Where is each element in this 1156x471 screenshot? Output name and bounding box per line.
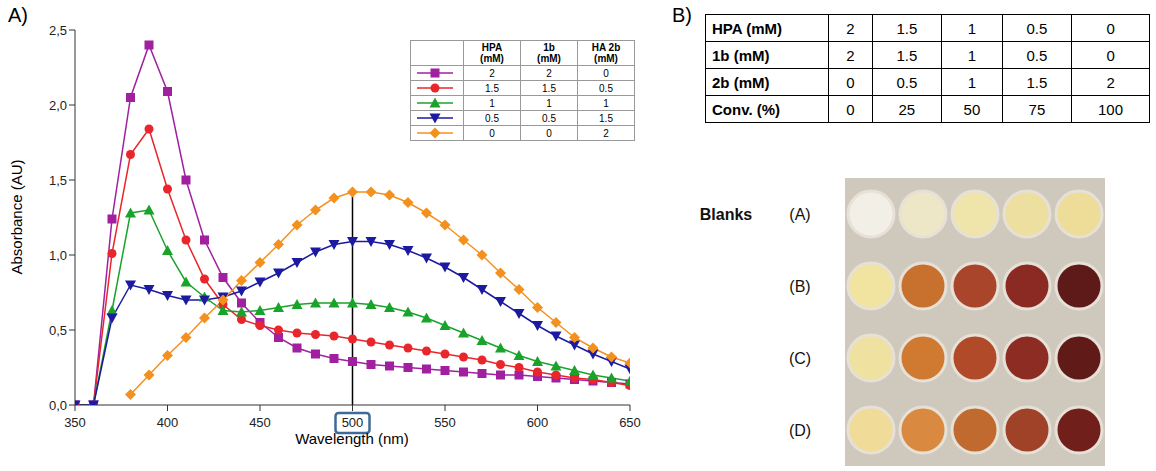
html-text:2: 2 [1106, 73, 1115, 91]
svg-text:350: 350 [64, 415, 86, 430]
html-text:1b (mM): 1b (mM) [537, 42, 561, 64]
html-text:Absorbance (AU): Absorbance (AU) [7, 159, 25, 275]
svg-text:1,0: 1,0 [49, 248, 67, 263]
svg-text:2,5: 2,5 [49, 23, 67, 38]
svg-text:(A): (A) [789, 206, 810, 223]
html-text:2b (mM): 2b (mM) [712, 73, 770, 91]
html-text:0.5: 0.5 [1026, 19, 1048, 37]
html-text:1b (mM): 1b (mM) [712, 46, 770, 64]
html-text:1: 1 [967, 73, 977, 91]
html-text:0: 0 [546, 127, 552, 139]
html-text:75: 75 [1028, 100, 1046, 118]
html-text:1.5: 1.5 [599, 112, 613, 124]
svg-text:0,0: 0,0 [49, 398, 67, 413]
html-text:1.5: 1.5 [1026, 73, 1048, 91]
svg-text:(B): (B) [789, 278, 810, 295]
html-text:A): A) [8, 4, 28, 26]
svg-text:Blanks: Blanks [700, 206, 753, 223]
html-text:HPA (mM): HPA (mM) [712, 19, 782, 37]
html-text:Wavelength (nm): Wavelength (nm) [295, 430, 409, 447]
html-text:2: 2 [546, 67, 552, 79]
html-text:HA 2b (mM): HA 2b (mM) [591, 42, 621, 64]
html-text:2: 2 [489, 67, 495, 79]
svg-text:500: 500 [342, 415, 364, 430]
svg-text:550: 550 [434, 415, 456, 430]
html-text:0: 0 [1106, 19, 1115, 37]
svg-text:450: 450 [249, 415, 271, 430]
html-text:0.5: 0.5 [542, 112, 556, 124]
html-text:1.5: 1.5 [542, 82, 556, 94]
html-text:0: 0 [846, 100, 855, 118]
html-text:0: 0 [489, 127, 495, 139]
html-text:HPA (mM): HPA (mM) [480, 42, 504, 64]
html-text:0.5: 0.5 [896, 73, 918, 91]
svg-text:650: 650 [619, 415, 641, 430]
html-text:0: 0 [603, 67, 609, 79]
html-text:1: 1 [603, 97, 609, 109]
html-text:0.5: 0.5 [485, 112, 499, 124]
svg-text:0,5: 0,5 [49, 323, 67, 338]
html-text:100: 100 [1098, 100, 1124, 118]
html-text:0: 0 [1106, 46, 1115, 64]
svg-text:2,0: 2,0 [49, 98, 67, 113]
svg-text:1,5: 1,5 [49, 173, 67, 188]
html-text:0.5: 0.5 [599, 82, 613, 94]
html-text:1: 1 [967, 46, 977, 64]
html-text:B): B) [672, 4, 692, 26]
html-text:1: 1 [967, 19, 977, 37]
html-text:1.5: 1.5 [896, 19, 918, 37]
html-text:1.5: 1.5 [485, 82, 499, 94]
html-text:Conv. (%): Conv. (%) [712, 100, 781, 118]
svg-text:400: 400 [157, 415, 179, 430]
html-text:25: 25 [898, 100, 916, 118]
html-text:1: 1 [489, 97, 495, 109]
svg-text:(D): (D) [789, 422, 811, 439]
html-text:2: 2 [846, 46, 855, 64]
html-text:2: 2 [603, 127, 609, 139]
svg-text:(C): (C) [789, 350, 811, 367]
html-text:2: 2 [846, 19, 855, 37]
html-text:1.5: 1.5 [896, 46, 918, 64]
svg-text:600: 600 [527, 415, 549, 430]
html-text:0: 0 [846, 73, 855, 91]
html-text:0.5: 0.5 [1026, 46, 1048, 64]
html-text:50: 50 [963, 100, 981, 118]
html-text:1: 1 [546, 97, 552, 109]
